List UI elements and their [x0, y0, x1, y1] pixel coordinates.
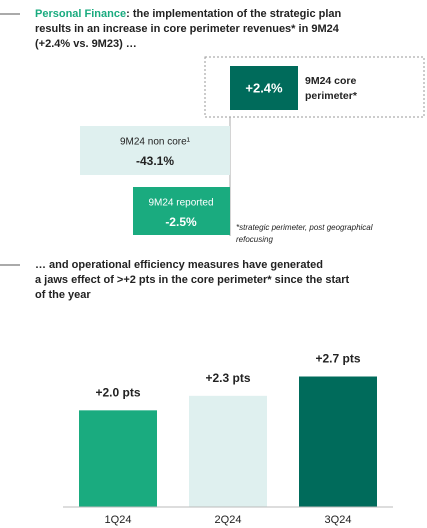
heading-line: (+2.4% vs. 9M23) … [35, 38, 137, 50]
heading-line: … and operational efficiency measures ha… [35, 259, 323, 271]
bar [189, 395, 267, 507]
value-label: +2.0 pts [95, 386, 140, 400]
core-label: 9M24 core [305, 75, 357, 87]
heading-line: results in an increase in core perimeter… [35, 23, 340, 35]
footnote: refocusing [236, 235, 273, 244]
reported-box [133, 187, 230, 235]
core-frame [204, 56, 425, 118]
non-core-label: 9M24 non core¹ [120, 137, 191, 148]
bar [79, 410, 157, 507]
reported-value: -2.5% [165, 215, 197, 229]
non-core-value: -43.1% [136, 154, 174, 168]
core-label: perimeter* [305, 90, 358, 102]
reported-label: 9M24 reported [148, 198, 213, 209]
core-box [230, 66, 298, 110]
heading-rest: : the implementation of the strategic pl… [126, 8, 341, 20]
heading-line: a jaws effect of >+2 pts in the core per… [35, 274, 350, 286]
bar [299, 376, 377, 507]
heading-line: of the year [35, 289, 91, 301]
non-core-box [80, 126, 230, 175]
heading-line: Personal Finance: the implementation of … [35, 8, 342, 20]
value-label: +2.7 pts [315, 352, 360, 366]
x-tick-label: 1Q24 [105, 514, 132, 526]
x-tick-label: 2Q24 [215, 514, 242, 526]
heading-highlight: Personal Finance [35, 8, 126, 20]
value-label: +2.3 pts [205, 371, 250, 385]
x-tick-label: 3Q24 [325, 514, 352, 526]
footnote: *strategic perimeter, post geographical [236, 223, 373, 232]
core-value: +2.4% [245, 80, 283, 95]
